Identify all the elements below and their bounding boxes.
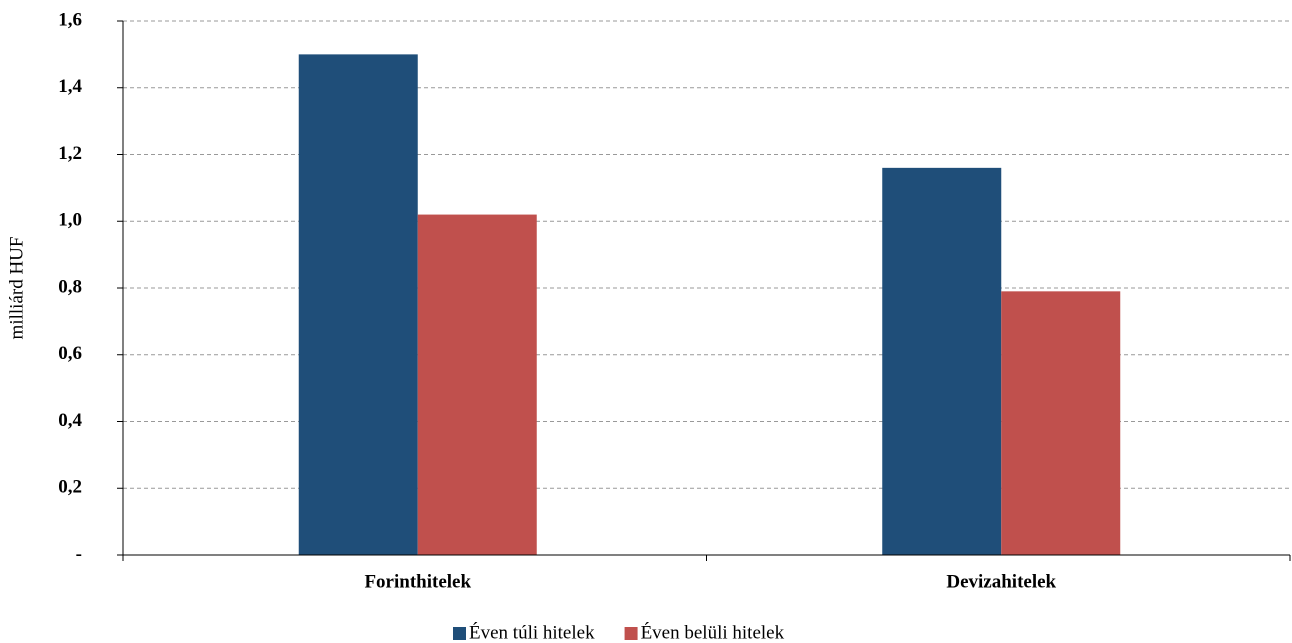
y-axis-label: milliárd HUF: [6, 237, 27, 340]
x-tick-label: Forinthitelek: [364, 571, 471, 592]
y-tick-label: -: [76, 543, 82, 564]
y-tick-label: 1,6: [58, 9, 82, 30]
legend-swatch: [624, 627, 638, 640]
bar: [298, 54, 418, 555]
y-tick-label: 0,4: [58, 410, 82, 431]
x-tick-label: Devizahitelek: [946, 571, 1056, 592]
legend-label: Éven túli hitelek: [469, 621, 595, 643]
y-tick-label: 1,2: [58, 143, 82, 164]
y-tick-label: 0,8: [58, 276, 82, 297]
bar: [1001, 291, 1121, 555]
y-tick-label: 0,2: [58, 477, 82, 498]
y-tick-label: 0,6: [58, 343, 82, 364]
bar: [417, 214, 537, 555]
y-tick-label: 1,4: [58, 76, 82, 97]
legend-label: Éven belüli hitelek: [641, 621, 785, 643]
y-tick-label: 1,0: [58, 210, 82, 231]
bar: [882, 167, 1002, 555]
legend-swatch: [453, 627, 466, 640]
